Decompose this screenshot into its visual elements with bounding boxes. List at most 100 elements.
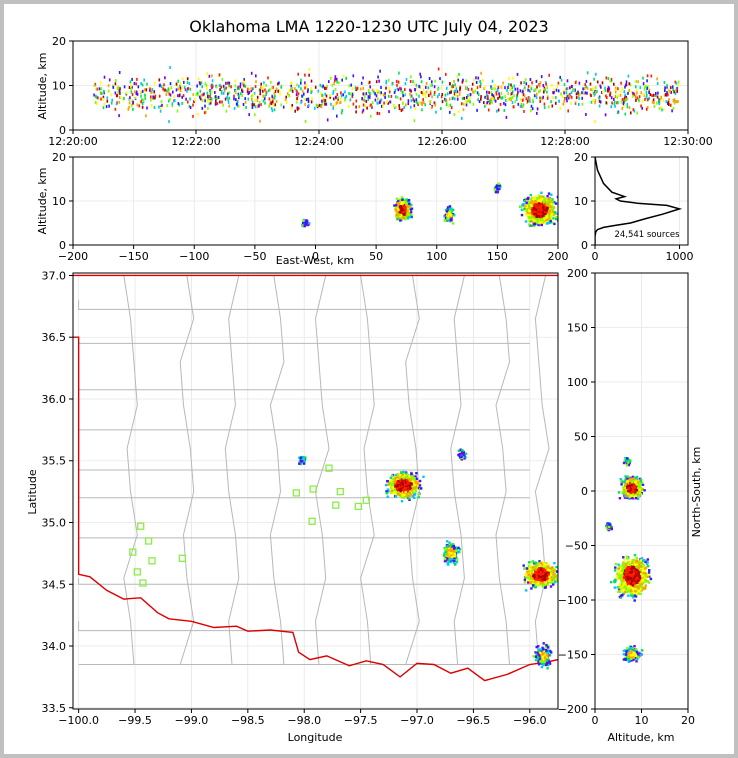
east-west-point xyxy=(396,201,400,205)
plan-view-point xyxy=(402,473,406,476)
east-west-point xyxy=(530,220,533,223)
plan-view-point xyxy=(529,581,532,585)
time-altitude-point xyxy=(355,105,357,109)
time-altitude-point xyxy=(367,97,370,101)
time-altitude-point xyxy=(620,81,622,85)
time-altitude-point xyxy=(225,81,227,85)
time-altitude-point xyxy=(626,105,629,109)
time-altitude-point xyxy=(563,83,566,86)
time-altitude-point xyxy=(645,107,648,111)
plan-view-point xyxy=(406,477,409,480)
east-west-point xyxy=(540,223,543,227)
east-west-xtick-label: −50 xyxy=(243,250,266,263)
plan-view-point xyxy=(463,457,466,460)
plan-view-point xyxy=(409,494,412,497)
time-altitude-point xyxy=(501,85,503,89)
time-altitude-point xyxy=(418,94,420,98)
time-altitude-point xyxy=(630,90,633,94)
time-altitude-point xyxy=(594,92,596,96)
time-altitude-point xyxy=(625,97,627,101)
time-altitude-point xyxy=(531,81,533,85)
time-altitude-point xyxy=(242,103,245,106)
plan-view-point xyxy=(534,658,538,662)
plan-view-point xyxy=(397,473,400,477)
time-altitude-point xyxy=(182,101,184,105)
time-altitude-point xyxy=(410,99,413,103)
plan-view-point xyxy=(449,549,453,553)
plan-view-point xyxy=(389,479,392,482)
plan-view-point xyxy=(389,476,393,479)
east-west-point xyxy=(402,216,405,220)
east-west-point xyxy=(545,222,549,225)
time-altitude-point xyxy=(295,93,298,97)
time-altitude-point xyxy=(236,100,238,104)
time-altitude-point xyxy=(336,114,338,118)
plan-view-point xyxy=(400,500,404,503)
time-altitude-point xyxy=(665,93,667,97)
time-altitude-point xyxy=(493,98,496,102)
plan-view-point xyxy=(534,580,537,583)
plan-view-point xyxy=(402,488,405,492)
time-altitude-point xyxy=(658,102,660,106)
time-altitude-point xyxy=(380,86,382,89)
time-altitude-point xyxy=(116,86,119,90)
time-altitude-point xyxy=(546,96,549,100)
time-altitude-point xyxy=(141,98,143,102)
plan-view-point xyxy=(414,488,417,491)
time-altitude-point xyxy=(627,91,629,95)
time-altitude-point xyxy=(617,87,619,91)
time-altitude-point xyxy=(282,105,285,109)
east-west-xtick-label: −200 xyxy=(58,250,88,263)
time-altitude-point xyxy=(254,98,256,102)
time-altitude-point xyxy=(565,97,568,101)
time-altitude-point xyxy=(429,90,432,94)
time-altitude-point xyxy=(441,86,443,90)
plan-view-point xyxy=(408,477,411,480)
time-altitude-point xyxy=(420,101,422,105)
time-altitude-point xyxy=(159,109,162,113)
time-altitude-point xyxy=(225,86,227,90)
time-altitude-point xyxy=(140,82,142,86)
time-altitude-point xyxy=(179,89,182,93)
plan-view-point xyxy=(523,580,527,584)
plan-view-point xyxy=(534,586,537,589)
plan-view-point xyxy=(408,479,412,482)
time-altitude-point xyxy=(607,87,609,91)
time-altitude-point xyxy=(175,82,178,86)
east-west-point xyxy=(405,204,408,207)
plan-view-point xyxy=(457,453,460,457)
east-west-point xyxy=(539,214,543,217)
east-west-point xyxy=(523,207,526,210)
time-altitude-point xyxy=(507,86,509,89)
plan-view-point xyxy=(536,582,539,585)
time-altitude-point xyxy=(490,87,493,90)
east-west-point xyxy=(534,209,538,212)
east-west-point xyxy=(495,185,498,189)
time-altitude-point xyxy=(529,99,531,103)
time-altitude-point xyxy=(116,94,118,98)
time-altitude-point xyxy=(487,108,490,112)
time-altitude-point xyxy=(530,87,533,91)
time-altitude-point xyxy=(278,81,280,85)
time-altitude-point xyxy=(351,93,354,97)
east-west-point xyxy=(410,215,413,219)
time-altitude-point xyxy=(186,89,188,93)
time-altitude-point xyxy=(421,91,424,95)
plan-view-point xyxy=(393,487,396,490)
time-altitude-point xyxy=(360,81,363,85)
plan-view-point xyxy=(534,573,537,576)
east-west-point xyxy=(548,198,552,202)
station-marker xyxy=(133,568,141,576)
time-altitude-point xyxy=(495,91,498,94)
time-altitude-point xyxy=(119,95,122,99)
plan-view-point xyxy=(526,576,530,579)
time-altitude-point xyxy=(553,91,555,95)
time-altitude-point xyxy=(505,99,507,102)
time-altitude-point xyxy=(164,76,166,80)
time-altitude-point xyxy=(344,90,346,94)
time-altitude-point xyxy=(197,112,199,116)
time-altitude-point xyxy=(222,91,225,95)
time-altitude-point xyxy=(262,99,265,103)
east-west-point xyxy=(537,199,541,202)
plan-view-point xyxy=(532,572,535,575)
